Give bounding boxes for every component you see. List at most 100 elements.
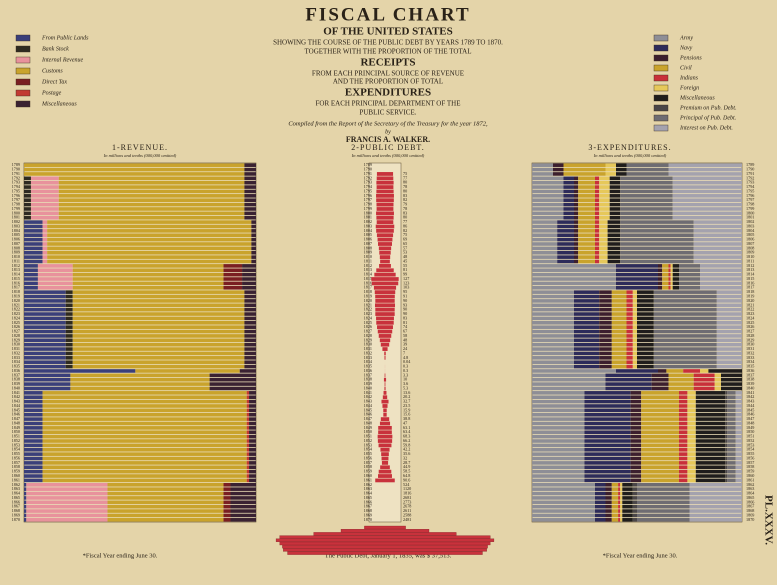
bar-segment bbox=[223, 268, 243, 273]
year-label: 1806 bbox=[12, 237, 20, 242]
bar-segment bbox=[725, 452, 728, 456]
year-label: 1842 bbox=[746, 394, 754, 399]
bar-segment bbox=[532, 456, 585, 461]
year-label: 1799 bbox=[746, 206, 754, 211]
bar-segment bbox=[695, 417, 726, 421]
value-label: 93 bbox=[403, 302, 407, 307]
year-label: 1818 bbox=[364, 289, 372, 294]
bar-segment bbox=[584, 408, 631, 413]
bar-segment bbox=[653, 321, 717, 325]
bar-segment bbox=[611, 500, 619, 505]
year-label: 1811 bbox=[746, 258, 754, 263]
bar-segment bbox=[672, 264, 679, 268]
bar-segment bbox=[24, 509, 27, 513]
bar-segment bbox=[42, 469, 247, 474]
value-label: 65 bbox=[403, 241, 407, 246]
debt-bar bbox=[371, 277, 399, 281]
year-label: 1855 bbox=[364, 451, 372, 456]
bar-segment bbox=[24, 496, 27, 500]
bar-segment bbox=[595, 250, 600, 255]
value-label: 82 bbox=[403, 228, 407, 233]
year-label: 1815 bbox=[746, 276, 754, 281]
bar-segment bbox=[65, 299, 73, 303]
bar-segment bbox=[668, 163, 742, 167]
year-label: 1808 bbox=[746, 245, 754, 250]
bar-segment bbox=[24, 504, 27, 509]
bar-segment bbox=[735, 391, 742, 395]
bar-segment bbox=[607, 250, 621, 255]
bar-segment bbox=[611, 351, 627, 356]
legend-swatch bbox=[15, 56, 31, 64]
bar-segment bbox=[532, 237, 558, 242]
bar-segment bbox=[725, 426, 728, 430]
bar-segment bbox=[532, 404, 585, 408]
bar-segment bbox=[24, 500, 27, 505]
year-label: 1836 bbox=[746, 368, 754, 373]
bar-segment bbox=[632, 482, 637, 487]
value-label: 67 bbox=[403, 329, 407, 334]
bar-segment bbox=[26, 504, 108, 509]
debt-bar bbox=[379, 263, 391, 268]
bar-segment bbox=[695, 456, 726, 461]
bar-segment bbox=[574, 207, 579, 211]
bar-segment bbox=[532, 229, 558, 233]
year-label: 1796 bbox=[364, 193, 372, 198]
bar-segment bbox=[683, 369, 700, 373]
bar-segment bbox=[532, 167, 553, 172]
bar-segment bbox=[641, 443, 679, 448]
debt-fan-bar bbox=[313, 532, 457, 536]
year-label: 1868 bbox=[364, 508, 372, 513]
bar-segment bbox=[244, 185, 256, 189]
value-label: 83 bbox=[403, 210, 407, 215]
bar-segment bbox=[618, 509, 621, 513]
bar-segment bbox=[578, 207, 595, 211]
bar-segment bbox=[42, 408, 247, 413]
year-label: 1794 bbox=[12, 184, 21, 189]
bar-segment bbox=[557, 250, 574, 255]
bar-segment bbox=[662, 277, 669, 281]
bar-segment bbox=[679, 417, 688, 421]
title-line: TOGETHER WITH THE PROPORTION OF THE TOTA… bbox=[304, 48, 471, 56]
bar-segment bbox=[578, 233, 595, 238]
bar-segment bbox=[653, 364, 717, 369]
bar-segment bbox=[553, 163, 564, 167]
year-label: 1839 bbox=[746, 381, 754, 386]
bar-segment bbox=[626, 294, 633, 299]
bar-segment bbox=[620, 504, 623, 509]
bar-segment bbox=[599, 351, 612, 356]
bar-segment bbox=[223, 487, 231, 491]
bar-segment bbox=[595, 180, 600, 185]
bar-segment bbox=[632, 325, 637, 329]
value-label: 7 bbox=[403, 350, 405, 355]
year-label: 1813 bbox=[12, 267, 20, 272]
bar-segment bbox=[611, 347, 627, 351]
year-label: 1815 bbox=[12, 276, 20, 281]
bar-segment bbox=[632, 312, 637, 316]
year-label: 1828 bbox=[364, 333, 372, 338]
bar-segment bbox=[584, 404, 631, 408]
bar-segment bbox=[693, 220, 742, 224]
bar-segment bbox=[24, 277, 38, 281]
year-label: 1838 bbox=[12, 377, 20, 382]
value-label: 48 bbox=[403, 254, 407, 259]
bar-segment bbox=[700, 281, 742, 286]
legend-label: Navy bbox=[679, 45, 693, 51]
bar-segment bbox=[672, 207, 742, 211]
bar-segment bbox=[599, 334, 612, 338]
debt-bar bbox=[378, 242, 392, 246]
year-label: 1853 bbox=[364, 442, 372, 447]
bar-segment bbox=[651, 386, 669, 391]
legend-label: Interest on Pub. Debt. bbox=[679, 125, 733, 131]
bar-segment bbox=[725, 404, 728, 408]
year-label: 1821 bbox=[746, 302, 754, 307]
bar-segment bbox=[735, 469, 742, 474]
bar-segment bbox=[578, 259, 595, 264]
bar-segment bbox=[244, 364, 256, 369]
bar-segment bbox=[679, 408, 688, 413]
debt-bar bbox=[375, 299, 395, 303]
bar-segment bbox=[532, 408, 585, 413]
bar-segment bbox=[244, 329, 256, 334]
bar-segment bbox=[532, 439, 585, 443]
bar-segment bbox=[249, 404, 256, 408]
bar-segment bbox=[24, 491, 27, 496]
